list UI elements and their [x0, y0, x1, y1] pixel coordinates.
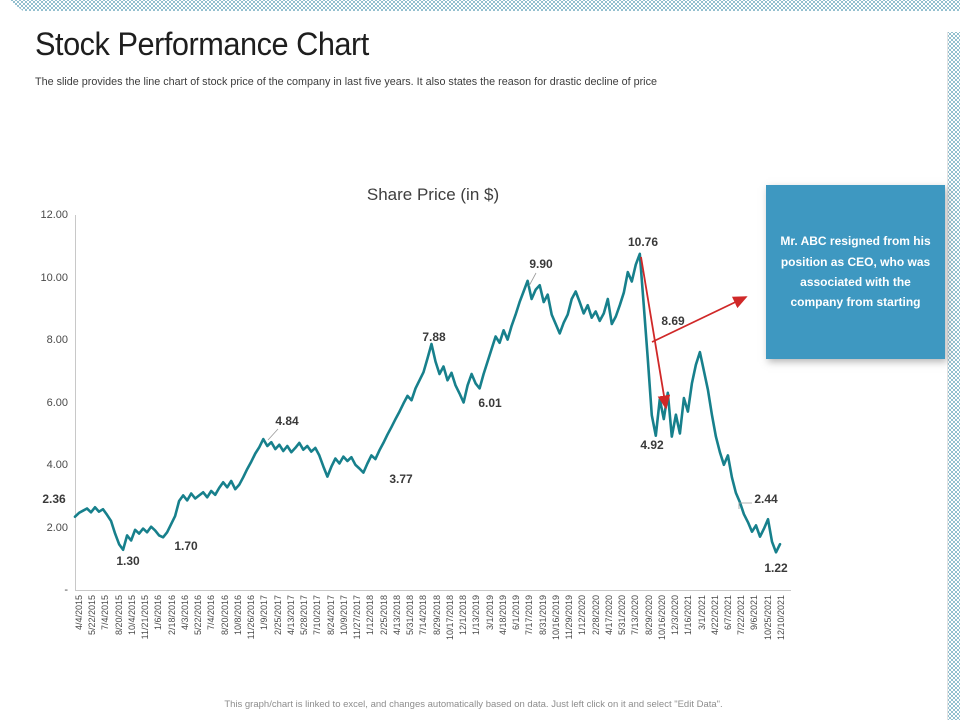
x-tick-label: 7/22/2021: [736, 595, 747, 636]
x-tick-label: 5/22/2016: [193, 595, 204, 636]
y-tick-label: 12.00: [40, 209, 68, 221]
x-tick-label: 11/29/2019: [564, 595, 575, 640]
y-tick-label: 2.00: [46, 521, 68, 534]
x-tick-label: 10/8/2016: [232, 595, 243, 636]
right-accent-bar: [947, 32, 960, 720]
point-label: 10.76: [627, 235, 659, 249]
x-tick-label: 10/16/2020: [656, 595, 667, 641]
ceo-resignation-callout[interactable]: Mr. ABC resigned from his position as CE…: [766, 185, 945, 359]
x-tick-label: 2/25/2018: [378, 595, 389, 636]
x-tick-label: 11/27/2017: [352, 595, 363, 640]
x-tick-label: 8/29/2020: [643, 595, 654, 636]
point-label: 9.90: [529, 257, 553, 271]
x-tick-label: 8/29/2018: [431, 595, 442, 636]
page-subtitle: The slide provides the line chart of sto…: [35, 76, 657, 88]
label-leader-line: [738, 502, 752, 509]
x-tick-label: 8/31/2019: [537, 595, 548, 636]
x-tick-label: 7/14/2018: [418, 595, 429, 636]
y-tick-label: -: [64, 584, 68, 596]
point-label: 4.92: [640, 438, 664, 452]
x-tick-label: 4/4/2015: [74, 595, 84, 631]
x-tick-label: 11/26/2016: [246, 595, 257, 640]
footer-note: This graph/chart is linked to excel, and…: [224, 699, 723, 710]
x-tick-label: 1/16/2021: [683, 595, 694, 636]
x-tick-label: 12/10/2021: [775, 595, 786, 641]
point-label: 3.77: [389, 472, 413, 486]
x-tick-label: 5/31/2020: [617, 595, 628, 636]
y-tick-label: 4.00: [46, 459, 68, 471]
x-tick-label: 10/17/2018: [444, 595, 455, 641]
point-label: 6.01: [478, 396, 502, 410]
point-label: 7.88: [422, 330, 446, 344]
x-tick-label: 7/13/2020: [630, 595, 641, 636]
x-tick-label: 10/9/2017: [338, 595, 349, 636]
label-leader-line: [267, 428, 279, 441]
x-tick-label: 1/12/2020: [577, 595, 588, 636]
decline-arrow: [640, 256, 671, 410]
x-tick-label: 4/3/2016: [179, 595, 190, 631]
x-tick-label: 8/20/2016: [219, 595, 230, 636]
x-tick-label: 10/25/2021: [762, 595, 773, 641]
x-tick-label: 4/18/2019: [497, 595, 508, 636]
x-tick-label: 8/20/2015: [113, 595, 124, 636]
x-tick-label: 2/18/2016: [166, 595, 177, 636]
point-label: 8.69: [661, 314, 685, 328]
x-tick-label: 4/13/2018: [391, 595, 402, 636]
x-tick-label: 11/21/2015: [140, 595, 151, 640]
x-tick-label: 7/10/2017: [312, 595, 323, 636]
x-tick-label: 4/22/2021: [709, 595, 720, 636]
point-label: 2.44: [754, 492, 778, 506]
point-label: 1.30: [116, 554, 140, 568]
x-tick-label: 1/9/2017: [259, 595, 270, 631]
x-tick-label: 3/1/2021: [696, 595, 707, 631]
x-tick-label: 7/17/2019: [524, 595, 535, 636]
y-tick-label: 6.00: [46, 396, 68, 409]
y-tick-label: 10.00: [40, 271, 68, 284]
x-tick-label: 7/4/2016: [206, 595, 217, 631]
x-tick-label: 5/28/2017: [299, 595, 310, 636]
page-title: Stock Performance Chart: [35, 26, 369, 62]
x-tick-label: 1/13/2019: [471, 595, 482, 636]
x-tick-label: 12/3/2020: [670, 595, 681, 636]
callout-text: Mr. ABC resigned from his position as CE…: [780, 234, 931, 310]
x-tick-label: 7/4/2015: [100, 595, 111, 631]
point-label: 1.70: [174, 539, 198, 553]
x-tick-label: 4/13/2017: [285, 595, 296, 636]
x-tick-label: 1/6/2016: [153, 595, 164, 631]
price-line: [73, 252, 782, 554]
point-label: 2.36: [42, 492, 66, 506]
y-tick-label: 8.00: [46, 334, 68, 346]
x-tick-label: 12/1/2018: [458, 595, 469, 636]
label-leader-line: [528, 272, 537, 287]
x-tick-label: 5/22/2015: [87, 595, 98, 636]
x-tick-label: 6/7/2021: [723, 595, 733, 631]
x-tick-label: 10/16/2019: [550, 595, 561, 641]
x-tick-label: 8/24/2017: [325, 595, 336, 636]
axis-lines: [75, 215, 791, 591]
x-tick-label: 4/17/2020: [603, 595, 614, 636]
x-tick-label: 5/31/2018: [405, 595, 416, 636]
chart-title: Share Price (in $): [366, 185, 500, 204]
x-tick-label: 9/6/2021: [749, 595, 760, 631]
x-tick-label: 3/1/2019: [484, 595, 495, 631]
x-tick-label: 6/1/2019: [511, 595, 522, 631]
x-tick-label: 1/12/2018: [365, 595, 376, 636]
x-tick-label: 2/25/2017: [272, 595, 283, 636]
x-tick-label: 10/4/2015: [126, 595, 137, 636]
x-tick-label: 2/28/2020: [590, 595, 601, 636]
point-label: 1.22: [764, 561, 788, 575]
decline-arrow: [651, 296, 748, 343]
point-label: 4.84: [275, 414, 299, 428]
top-accent-bar: [9, 0, 960, 11]
